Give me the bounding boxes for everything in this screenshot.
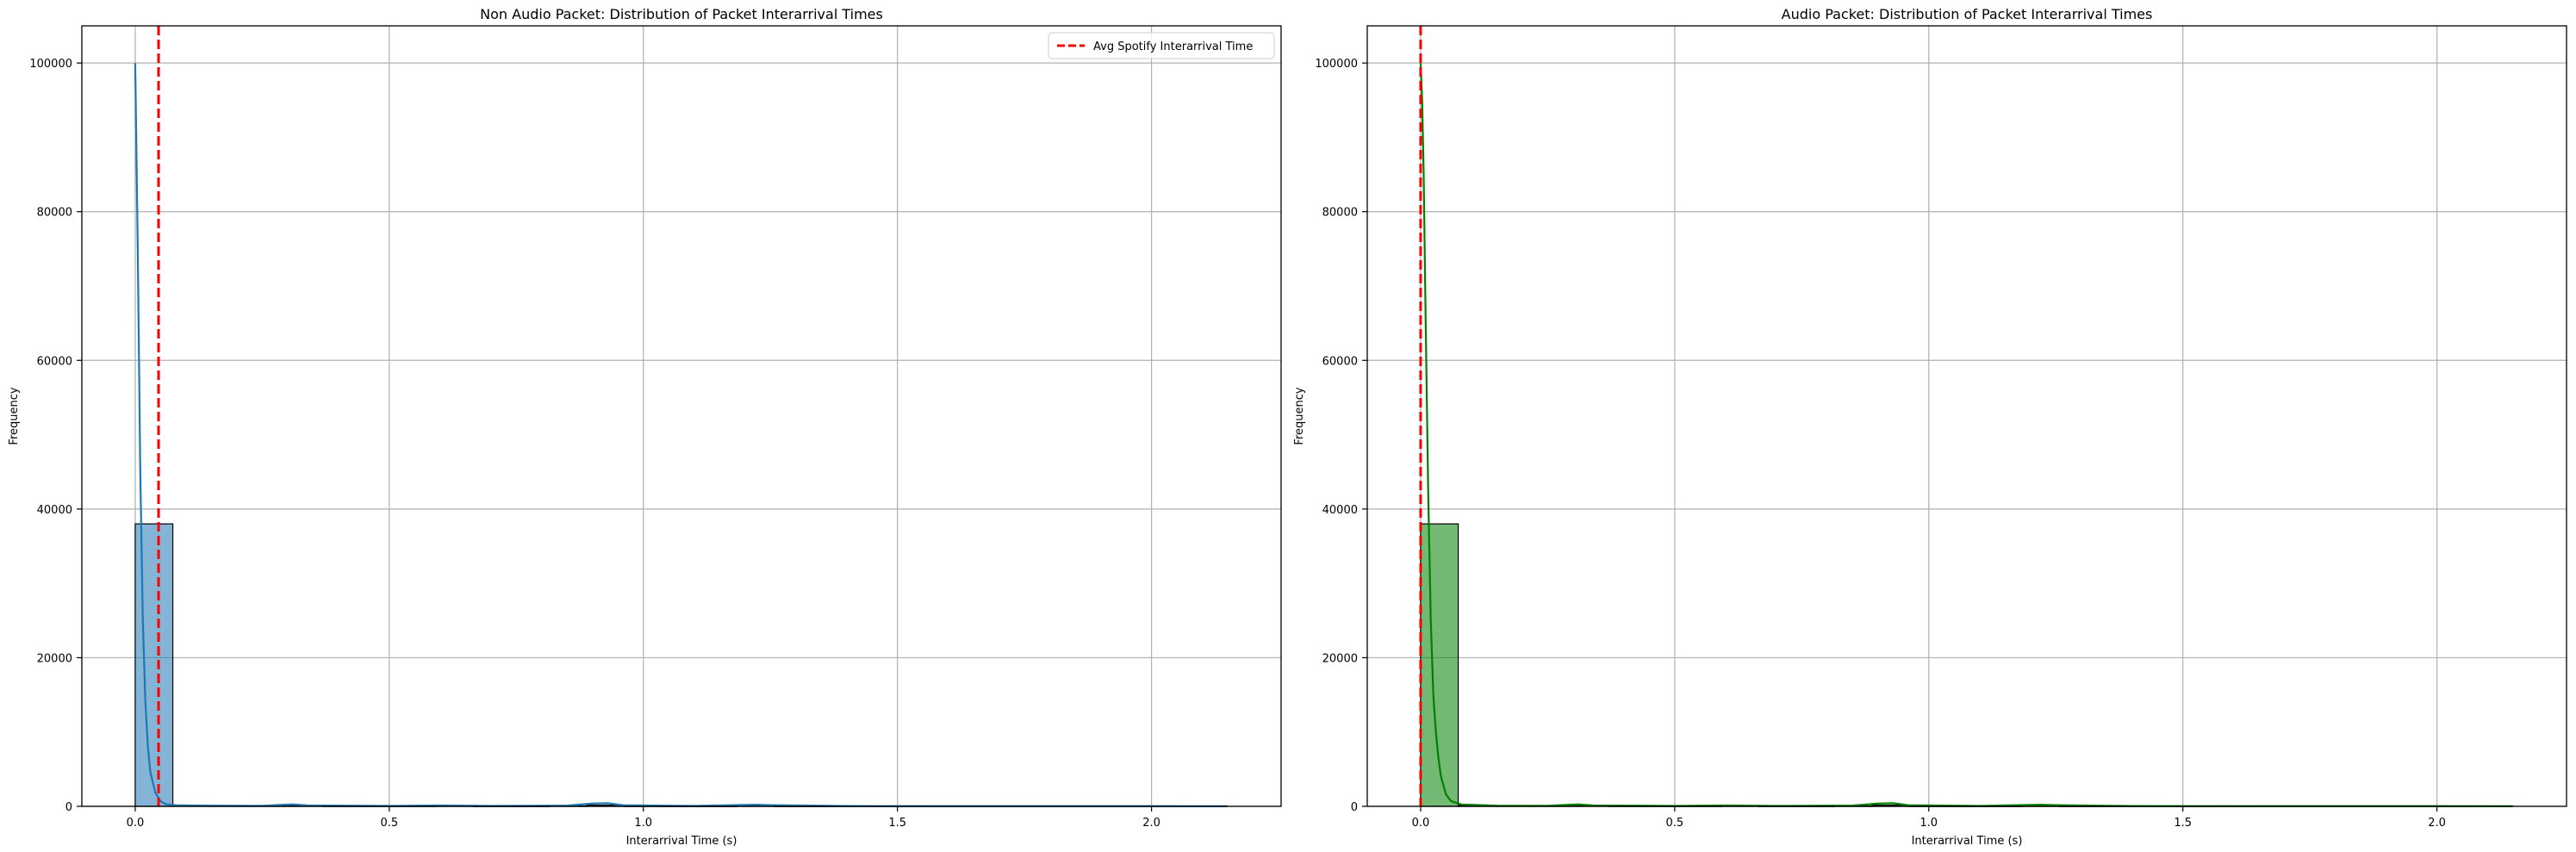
- y-tick-label: 60000: [37, 355, 72, 368]
- x-tick-label: 0.0: [127, 817, 145, 830]
- y-tick-label: 0: [65, 801, 72, 814]
- x-tick-label: 1.5: [2174, 817, 2192, 830]
- x-axis-label: Interarrival Time (s): [1912, 835, 2023, 848]
- plot-frame: [1366, 25, 2567, 807]
- x-tick-label: 0.5: [1666, 817, 1684, 830]
- chart-panel-audio: Audio Packet: Distribution of Packet Int…: [1293, 6, 2567, 848]
- chart-title: Non Audio Packet: Distribution of Packet…: [480, 6, 883, 22]
- x-tick-label: 0.0: [1412, 817, 1430, 830]
- legend-box: [1048, 32, 1275, 59]
- y-tick-label: 20000: [37, 652, 72, 665]
- x-tick-label: 0.5: [381, 817, 399, 830]
- chart-panel-non-audio: Non Audio Packet: Distribution of Packet…: [8, 6, 1282, 848]
- y-tick-label: 60000: [1322, 355, 1358, 368]
- x-tick-label: 2.0: [2428, 817, 2446, 830]
- histogram-bar: [134, 523, 174, 807]
- y-axis-label: Frequency: [8, 387, 21, 445]
- x-axis-label: Interarrival Time (s): [626, 835, 737, 848]
- y-tick-label: 100000: [29, 58, 72, 71]
- kde: [1419, 63, 2514, 807]
- y-tick-label: 80000: [37, 207, 72, 220]
- axes: 0.0 0.5 1.0 1.5 2.0 0 20000 40000 60000 80000 1000…: [29, 25, 1282, 830]
- x-tick-label: 1.0: [1920, 817, 1938, 830]
- y-tick-label: 20000: [1322, 652, 1358, 665]
- x-tick-label: 1.0: [634, 817, 652, 830]
- y-axis-label: Frequency: [1293, 387, 1306, 445]
- axes: 0.0 0.5 1.0 1.5 2.0 0 20000 40000 60000 80000 1000…: [1315, 25, 2567, 830]
- plot-frame: [81, 25, 1282, 807]
- y-tick-label: 40000: [37, 504, 72, 517]
- kde-curve: [134, 63, 1229, 807]
- x-tick-label: 2.0: [1142, 817, 1160, 830]
- y-tick-label: 40000: [1322, 504, 1358, 517]
- chart-title: Audio Packet: Distribution of Packet Int…: [1782, 6, 2153, 22]
- y-tick-label: 100000: [1315, 58, 1358, 71]
- y-tick-label: 0: [1351, 801, 1358, 814]
- x-tick-label: 1.5: [888, 817, 906, 830]
- legend-label: Avg Spotify Interarrival Time: [1093, 40, 1253, 53]
- kde: [134, 63, 1229, 807]
- legend: Avg Spotify Interarrival Time: [1048, 32, 1275, 59]
- kde-curve: [1419, 63, 2514, 807]
- y-tick-label: 80000: [1322, 207, 1358, 220]
